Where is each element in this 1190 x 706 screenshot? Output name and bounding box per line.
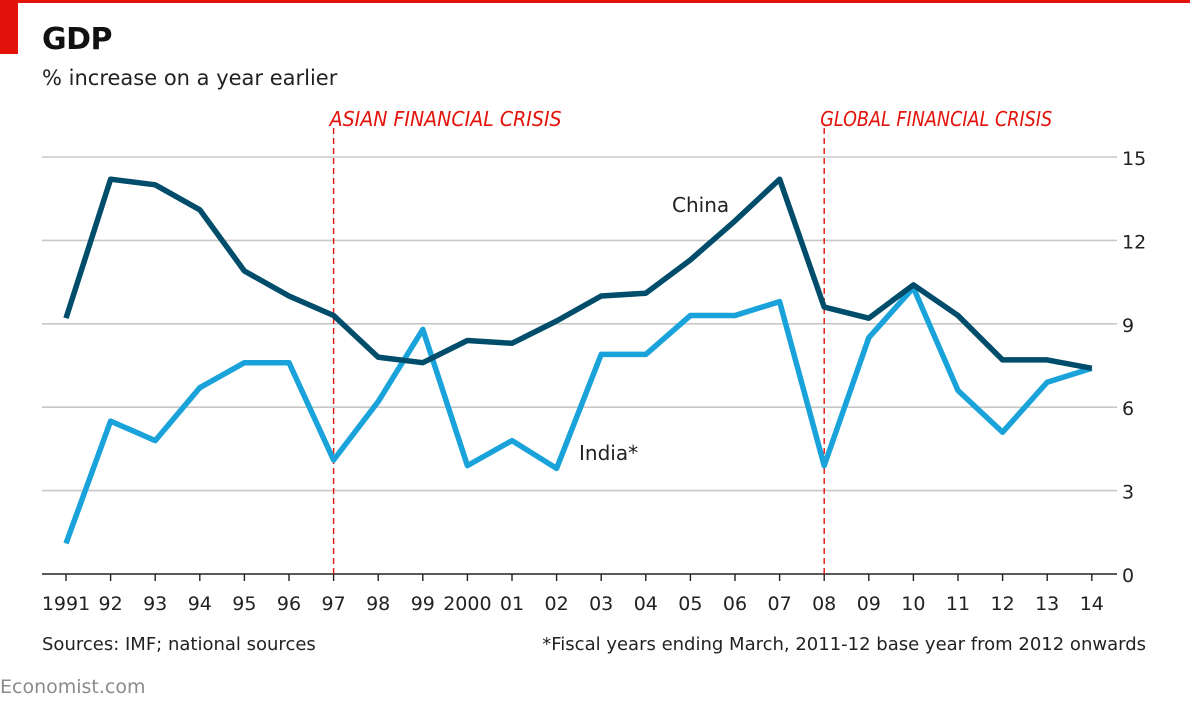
y-tick-label: 3 (1122, 482, 1134, 504)
y-tick-label: 12 (1122, 231, 1146, 253)
x-tick-label: 09 (857, 593, 881, 615)
red-corner-tab (0, 0, 18, 54)
crisis-label: GLOBAL FINANCIAL CRISIS (820, 107, 1052, 131)
chart-title: GDP (42, 22, 113, 57)
x-tick-label: 01 (500, 593, 524, 615)
x-tick-label: 1991 (42, 593, 90, 615)
crisis-annotations: ASIAN FINANCIAL CRISIS GLOBAL FINANCIAL C… (328, 107, 1052, 574)
y-tick-label: 6 (1122, 398, 1134, 420)
x-tick-label: 02 (545, 593, 569, 615)
footnote: *Fiscal years ending March, 2011-12 base… (542, 634, 1146, 655)
x-tick-label: 97 (322, 593, 346, 615)
x-tick-label: 2000 (443, 593, 491, 615)
y-tick-label: 0 (1122, 565, 1134, 587)
x-tick-label: 10 (901, 593, 925, 615)
series-lines (63, 176, 1093, 545)
x-tick-label: 96 (277, 593, 301, 615)
series-line-india (63, 284, 1093, 545)
x-tick-label: 94 (188, 593, 212, 615)
brand-logo-text: Economist.com (0, 676, 146, 698)
x-tick-label: 11 (946, 593, 970, 615)
crisis-label: ASIAN FINANCIAL CRISIS (328, 107, 562, 131)
top-accent-bar (0, 0, 1190, 3)
chart-subtitle: % increase on a year earlier (42, 66, 338, 90)
series-label-china: China (672, 193, 729, 217)
series-labels: China India* (579, 193, 729, 465)
source-note: Sources: IMF; national sources (42, 634, 316, 655)
x-tick-label: 98 (366, 593, 390, 615)
x-tick-label: 05 (678, 593, 702, 615)
x-tick-label: 14 (1080, 593, 1104, 615)
x-tick-label: 93 (143, 593, 167, 615)
series-line-china (63, 176, 1093, 372)
x-tick-label: 03 (589, 593, 613, 615)
x-tick-label: 08 (812, 593, 836, 615)
series-label-india: India* (579, 441, 638, 465)
x-tick-label: 07 (768, 593, 792, 615)
x-tick-label: 13 (1035, 593, 1059, 615)
x-tick-label: 99 (411, 593, 435, 615)
x-tick-label: 95 (232, 593, 256, 615)
x-axis: 1991 92 93 94 95 96 97 98 99 2000 01 02 03 04 05 06 07 08… (42, 574, 1104, 615)
x-tick-label: 04 (634, 593, 658, 615)
y-tick-label: 9 (1122, 315, 1134, 337)
x-tick-label: 06 (723, 593, 747, 615)
y-tick-label: 15 (1122, 148, 1146, 170)
x-tick-label: 12 (991, 593, 1015, 615)
x-tick-label: 92 (99, 593, 123, 615)
